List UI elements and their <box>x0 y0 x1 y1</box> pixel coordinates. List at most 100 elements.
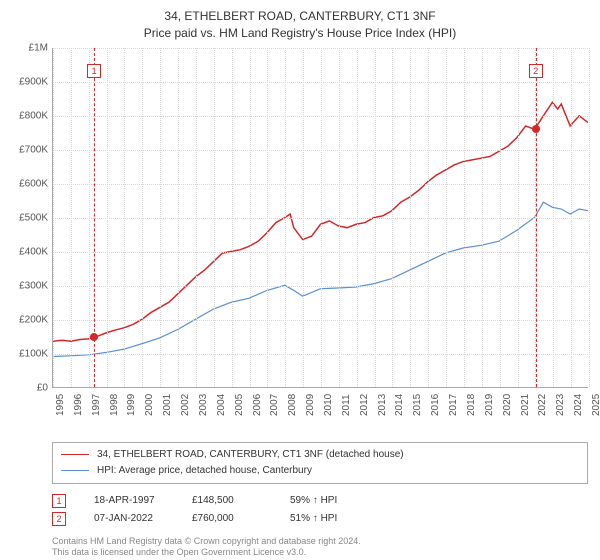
chart-container: { "title": "34, ETHELBERT ROAD, CANTERBU… <box>0 0 600 560</box>
transaction-marker-line <box>536 48 537 387</box>
v-gridline <box>321 48 322 387</box>
v-gridline <box>500 48 501 387</box>
x-tick-label: 2013 <box>377 393 388 415</box>
x-tick-label: 2020 <box>502 393 513 415</box>
x-tick-label: 2014 <box>394 393 405 415</box>
x-tick-label: 2019 <box>484 393 495 415</box>
legend-item: 34, ETHELBERT ROAD, CANTERBURY, CT1 3NF … <box>61 447 579 463</box>
y-tick-label: £400K <box>19 246 48 257</box>
transaction-hpi-delta: 59% ↑ HPI <box>290 495 360 506</box>
v-gridline <box>71 48 72 387</box>
plot-area: 12 <box>52 48 588 388</box>
v-gridline <box>339 48 340 387</box>
x-tick-label: 2011 <box>341 394 352 416</box>
v-gridline <box>518 48 519 387</box>
chart-area: £0 £100K £200K £300K £400K £500K £600K £700K £80… <box>10 48 590 408</box>
footer-line-2: This data is licensed under the Open Gov… <box>52 547 590 559</box>
legend-swatch <box>61 470 89 471</box>
v-gridline <box>571 48 572 387</box>
x-tick-label: 2000 <box>144 393 155 415</box>
y-tick-label: £200K <box>19 314 48 325</box>
x-tick-label: 2001 <box>162 393 173 415</box>
v-gridline <box>124 48 125 387</box>
transaction-row: 2 07-JAN-2022 £760,000 51% ↑ HPI <box>52 510 590 528</box>
y-axis: £0£100K£200K£300K£400K£500K£600K£700K£80… <box>10 48 52 388</box>
y-tick-label: £700K <box>19 144 48 155</box>
x-tick-label: 2015 <box>412 393 423 415</box>
v-gridline <box>410 48 411 387</box>
y-tick-label: £800K <box>19 110 48 121</box>
v-gridline <box>428 48 429 387</box>
v-gridline <box>214 48 215 387</box>
y-tick-label: £300K <box>19 280 48 291</box>
v-gridline <box>267 48 268 387</box>
v-gridline <box>250 48 251 387</box>
x-tick-label: 2025 <box>591 393 600 415</box>
x-tick-label: 2012 <box>359 393 370 415</box>
x-tick-label: 1998 <box>109 393 120 415</box>
transaction-id-box: 2 <box>52 512 66 526</box>
v-gridline <box>142 48 143 387</box>
transaction-marker-dot <box>532 125 540 133</box>
v-gridline <box>446 48 447 387</box>
v-gridline <box>392 48 393 387</box>
y-tick-label: £1M <box>29 42 48 53</box>
x-tick-label: 2008 <box>287 393 298 415</box>
transaction-marker-box: 1 <box>87 64 101 78</box>
v-gridline <box>553 48 554 387</box>
v-gridline <box>285 48 286 387</box>
x-tick-label: 2007 <box>269 393 280 415</box>
x-tick-label: 2009 <box>305 393 316 415</box>
y-tick-label: £900K <box>19 76 48 87</box>
v-gridline <box>357 48 358 387</box>
v-gridline <box>303 48 304 387</box>
x-tick-label: 2023 <box>555 393 566 415</box>
v-gridline <box>482 48 483 387</box>
v-gridline <box>53 48 54 387</box>
y-tick-label: £100K <box>19 348 48 359</box>
legend-label: 34, ETHELBERT ROAD, CANTERBURY, CT1 3NF … <box>97 449 404 460</box>
y-tick-label: £500K <box>19 212 48 223</box>
x-tick-label: 2003 <box>198 393 209 415</box>
transaction-price: £760,000 <box>192 513 262 524</box>
transaction-row: 1 18-APR-1997 £148,500 59% ↑ HPI <box>52 492 590 510</box>
y-tick-label: £0 <box>37 382 48 393</box>
legend-swatch <box>61 454 89 455</box>
legend-item: HPI: Average price, detached house, Cant… <box>61 463 579 479</box>
v-gridline <box>375 48 376 387</box>
chart-subtitle: Price paid vs. HM Land Registry's House … <box>10 25 590 42</box>
x-tick-label: 2024 <box>573 393 584 415</box>
chart-title: 34, ETHELBERT ROAD, CANTERBURY, CT1 3NF <box>10 8 590 25</box>
y-tick-label: £600K <box>19 178 48 189</box>
v-gridline <box>160 48 161 387</box>
legend-label: HPI: Average price, detached house, Cant… <box>97 465 312 476</box>
transaction-date: 18-APR-1997 <box>94 495 164 506</box>
transaction-hpi-delta: 51% ↑ HPI <box>290 513 360 524</box>
v-gridline <box>107 48 108 387</box>
transaction-marker-box: 2 <box>529 64 543 78</box>
x-tick-label: 2002 <box>180 393 191 415</box>
x-tick-label: 1997 <box>91 393 102 415</box>
v-gridline <box>196 48 197 387</box>
x-tick-label: 2010 <box>323 393 334 415</box>
transaction-marker-dot <box>90 333 98 341</box>
legend: 34, ETHELBERT ROAD, CANTERBURY, CT1 3NF … <box>52 442 588 484</box>
x-tick-label: 2018 <box>466 393 477 415</box>
v-gridline <box>178 48 179 387</box>
transaction-id-box: 1 <box>52 494 66 508</box>
x-tick-label: 2017 <box>448 393 459 415</box>
x-tick-label: 1995 <box>55 393 66 415</box>
footer-attribution: Contains HM Land Registry data © Crown c… <box>52 536 590 559</box>
x-tick-label: 2022 <box>537 393 548 415</box>
v-gridline <box>232 48 233 387</box>
transaction-table: 1 18-APR-1997 £148,500 59% ↑ HPI 2 07-JAN-202… <box>52 492 590 528</box>
transaction-date: 07-JAN-2022 <box>94 513 164 524</box>
x-tick-label: 1996 <box>73 393 84 415</box>
x-tick-label: 2021 <box>520 393 531 415</box>
v-gridline <box>589 48 590 387</box>
x-tick-label: 2004 <box>216 393 227 415</box>
transaction-price: £148,500 <box>192 495 262 506</box>
x-tick-label: 2006 <box>252 393 263 415</box>
x-tick-label: 1999 <box>126 393 137 415</box>
x-tick-label: 2016 <box>430 393 441 415</box>
